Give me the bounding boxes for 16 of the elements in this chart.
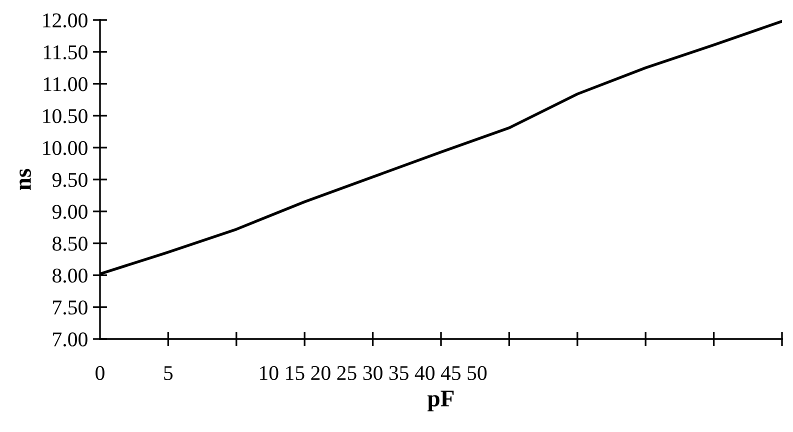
- y-tick-label: 9.00: [52, 204, 88, 219]
- y-tick-label: 10.50: [43, 109, 88, 124]
- y-tick-label: 12.00: [43, 13, 88, 28]
- x-tick-label: 5: [164, 366, 173, 380]
- y-tick-label: 7.00: [53, 332, 88, 347]
- y-tick-label: 11.00: [44, 77, 88, 92]
- y-tick-label: 7.50: [53, 300, 88, 315]
- y-tick-label: 9.50: [52, 172, 88, 188]
- y-tick-label: 11.50: [44, 45, 88, 60]
- x-tick-label: 0: [96, 366, 104, 380]
- x-axis-title: pF: [428, 390, 454, 412]
- y-tick-label: 10.00: [43, 140, 88, 156]
- x-tick-label: 10 15 20 25 30 35 40 45 50: [260, 366, 487, 380]
- y-tick-label: 8.00: [52, 268, 88, 283]
- y-tick-label: 8.50: [52, 236, 88, 251]
- y-axis-title: ns: [20, 168, 31, 190]
